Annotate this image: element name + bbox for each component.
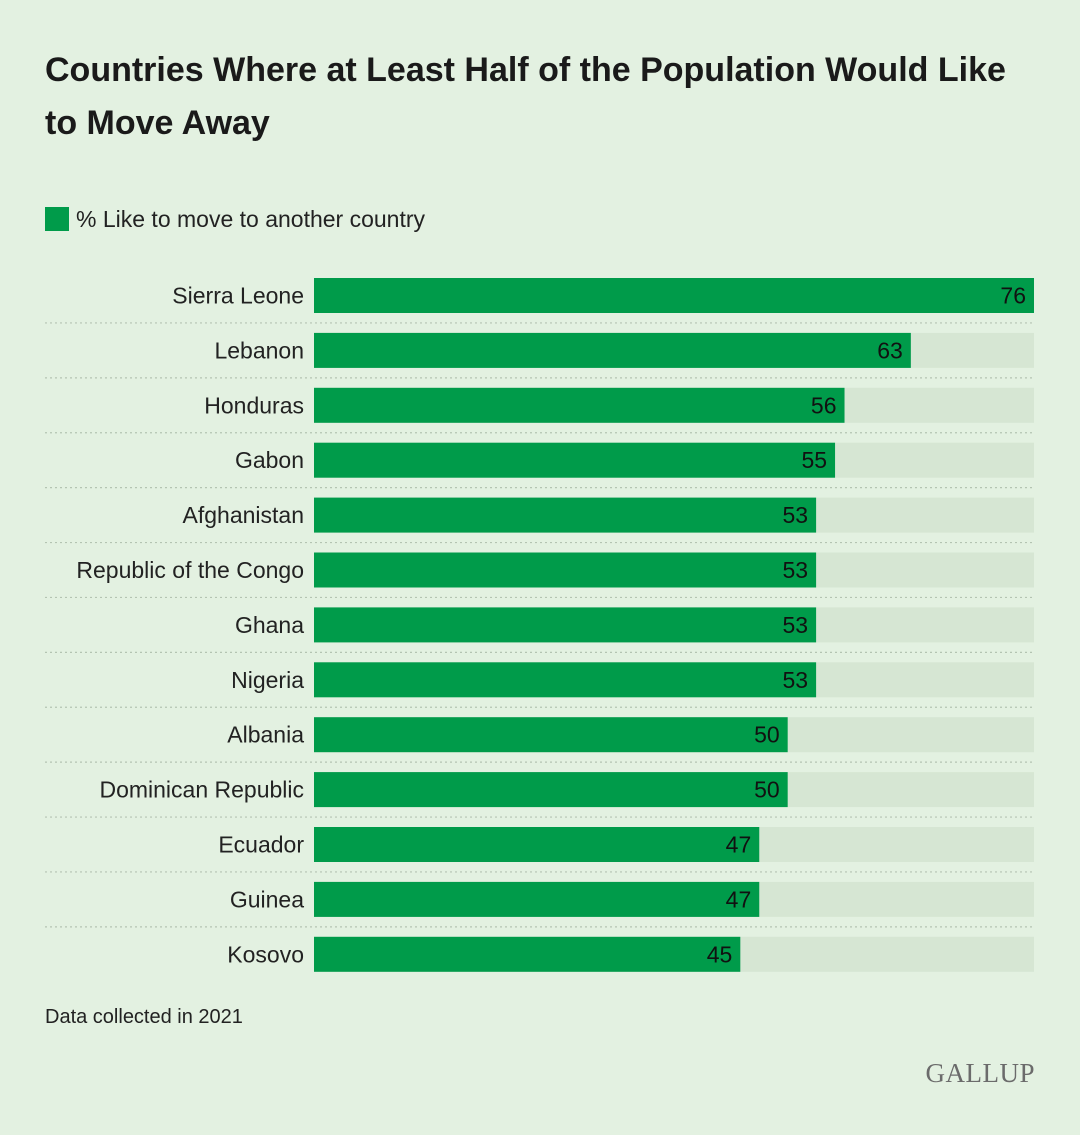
category-label: Honduras — [204, 392, 304, 418]
bar — [314, 552, 817, 588]
bar — [314, 332, 911, 368]
bar — [314, 387, 845, 423]
category-label: Albania — [227, 722, 304, 748]
bar-chart: Sierra Leone 76 Lebanon 63 Honduras 56 Gabon 55… — [45, 278, 1034, 972]
category-label: Lebanon — [214, 337, 304, 363]
value-label: 53 — [783, 612, 809, 638]
footnote: Data collected in 2021 — [45, 1006, 243, 1028]
value-label: 63 — [877, 337, 903, 363]
category-label: Kosovo — [227, 941, 304, 967]
bar — [314, 607, 817, 643]
value-label: 50 — [754, 777, 780, 803]
legend: % Like to move to another country — [45, 204, 425, 234]
value-label: 55 — [801, 447, 827, 473]
category-label: Dominican Republic — [99, 777, 304, 803]
legend-label: % Like to move to another country — [76, 205, 426, 232]
bar — [314, 662, 817, 698]
bar — [314, 881, 760, 917]
value-label: 47 — [726, 832, 752, 858]
category-label: Republic of the Congo — [76, 557, 304, 583]
bar — [314, 936, 741, 972]
bar — [314, 278, 1034, 313]
value-label: 53 — [783, 557, 809, 583]
value-label: 56 — [811, 392, 837, 418]
category-label: Nigeria — [231, 667, 304, 693]
value-label: 47 — [726, 886, 752, 912]
value-label: 53 — [783, 502, 809, 528]
category-label: Guinea — [230, 886, 304, 912]
category-label: Ecuador — [218, 832, 304, 858]
category-label: Ghana — [235, 612, 304, 638]
value-label: 50 — [754, 722, 780, 748]
bar — [314, 442, 836, 478]
category-label: Gabon — [235, 447, 304, 473]
bar — [314, 717, 788, 753]
bar — [314, 497, 817, 533]
bar — [314, 772, 788, 808]
chart-title: Countries Where at Least Half of the Pop… — [45, 51, 1006, 142]
legend-swatch — [45, 207, 69, 231]
category-label: Afghanistan — [183, 502, 304, 528]
value-label: 53 — [783, 667, 809, 693]
value-label: 45 — [707, 941, 733, 967]
bar — [314, 827, 760, 862]
value-label: 76 — [1000, 283, 1026, 309]
gallup-logo: GALLUP — [925, 1058, 1035, 1088]
category-label: Sierra Leone — [172, 283, 304, 309]
